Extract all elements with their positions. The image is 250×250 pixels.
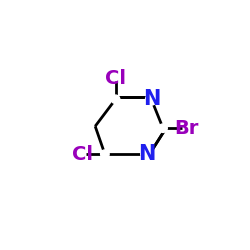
Text: Cl: Cl [72, 145, 93, 164]
Circle shape [111, 95, 120, 104]
Text: Br: Br [174, 119, 199, 138]
Circle shape [146, 94, 157, 105]
Text: Cl: Cl [105, 68, 126, 88]
Text: N: N [138, 144, 155, 164]
Circle shape [100, 150, 109, 158]
Circle shape [159, 124, 167, 132]
Circle shape [141, 148, 152, 160]
Text: N: N [143, 89, 160, 109]
